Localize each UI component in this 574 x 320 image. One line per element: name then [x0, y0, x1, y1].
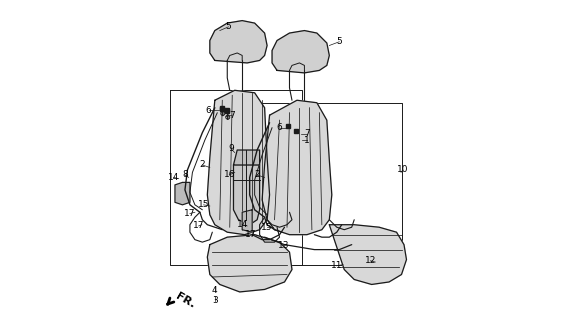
Text: 7: 7 — [230, 111, 235, 120]
Text: 10: 10 — [397, 165, 409, 174]
Text: 16: 16 — [223, 171, 235, 180]
Text: 5: 5 — [226, 22, 231, 31]
Text: 15: 15 — [198, 200, 210, 209]
Polygon shape — [207, 90, 270, 235]
Text: 8: 8 — [182, 171, 188, 180]
Polygon shape — [207, 235, 292, 292]
Text: 1: 1 — [304, 136, 310, 145]
Polygon shape — [210, 20, 267, 63]
Text: 7: 7 — [304, 129, 310, 138]
Text: 9: 9 — [228, 144, 234, 153]
Text: 6: 6 — [277, 123, 282, 132]
Polygon shape — [234, 150, 259, 165]
Text: 11: 11 — [331, 261, 343, 270]
Text: 13: 13 — [277, 241, 289, 250]
Text: 12: 12 — [364, 256, 376, 265]
Text: 3: 3 — [212, 296, 218, 305]
Polygon shape — [234, 165, 259, 225]
Text: 17: 17 — [245, 230, 257, 239]
Text: 14: 14 — [168, 173, 180, 182]
Polygon shape — [175, 182, 190, 205]
Text: 15: 15 — [261, 223, 273, 232]
Text: 6: 6 — [205, 106, 211, 115]
Text: 4: 4 — [212, 286, 218, 295]
Text: 2: 2 — [254, 171, 260, 180]
Polygon shape — [329, 225, 406, 284]
Polygon shape — [272, 31, 329, 73]
Text: 17: 17 — [184, 209, 196, 218]
Polygon shape — [242, 210, 252, 232]
Text: 5: 5 — [336, 37, 342, 46]
Text: 14: 14 — [236, 220, 248, 229]
Text: 17: 17 — [193, 221, 204, 230]
Polygon shape — [262, 100, 332, 235]
Text: FR.: FR. — [174, 291, 197, 310]
Text: 2: 2 — [200, 160, 205, 170]
